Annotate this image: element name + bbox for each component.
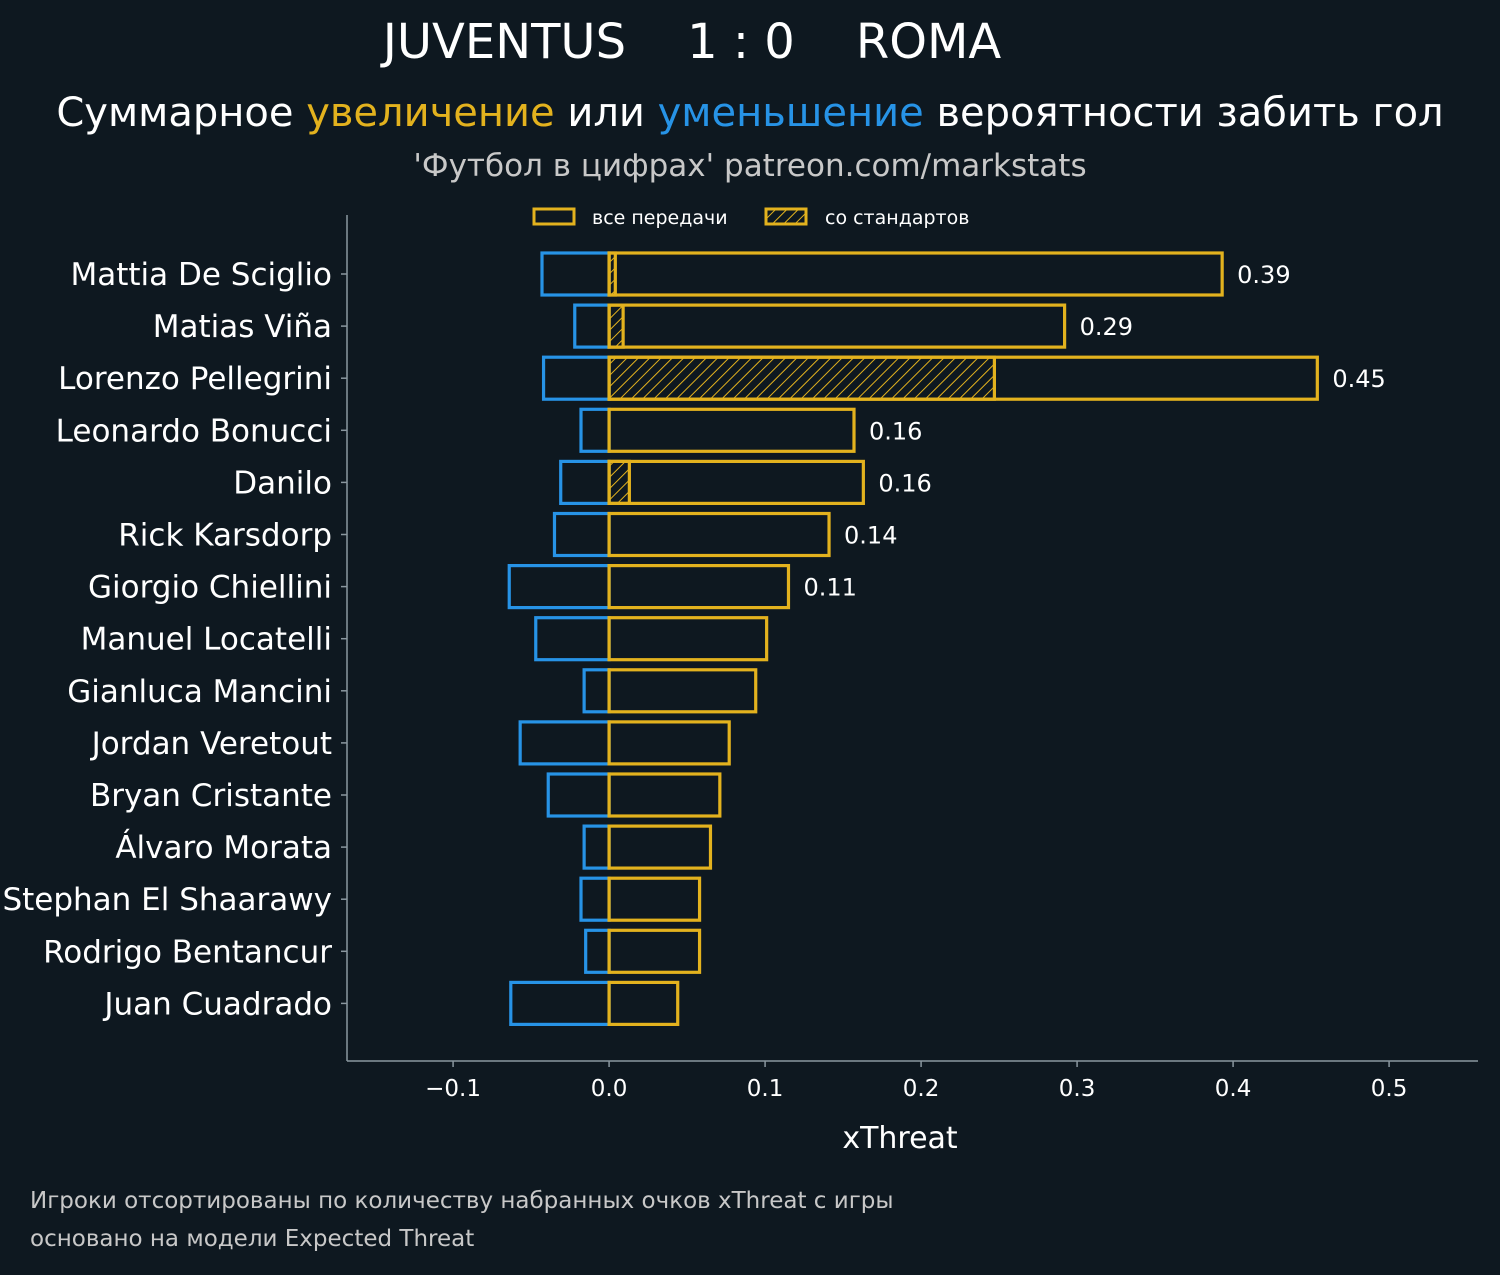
bar-decrease: [579, 876, 611, 922]
legend: все передачи со стандартов: [532, 207, 969, 229]
bar-increase: [607, 407, 856, 453]
bar-increase: [607, 772, 722, 818]
y-tick-label: Rodrigo Bentancur: [43, 934, 332, 970]
subtitle-decrease: уменьшение: [657, 90, 924, 136]
chart-title: JUVENTUS 1 : 0 ROMA: [382, 14, 1002, 70]
legend-label-all-passes: все передачи: [592, 207, 728, 229]
bar-value-label: 0.29: [1080, 313, 1133, 341]
bar-increase: [607, 980, 680, 1027]
bar-value-label: 0.45: [1332, 365, 1385, 393]
y-tick-label: Matias Viña: [153, 309, 332, 345]
bar-decrease: [559, 459, 611, 505]
bar-decrease: [573, 303, 611, 349]
bar-value-label: 0.16: [869, 417, 922, 445]
subtitle-part1: Суммарное: [56, 90, 307, 136]
bar-set-pieces: [607, 303, 625, 349]
bar-increase: [607, 876, 702, 922]
bar-increase: [607, 459, 865, 505]
x-axis-label: xThreat: [842, 1121, 958, 1156]
bar-increase: [607, 251, 1224, 297]
y-tick-label: Giorgio Chiellini: [88, 570, 332, 606]
y-tick-label: Jordan Veretout: [90, 726, 332, 762]
bar-decrease: [552, 511, 611, 558]
y-tick-label: Bryan Cristante: [90, 778, 332, 814]
bar-decrease: [509, 980, 611, 1027]
bar-decrease: [582, 824, 611, 870]
bar-decrease: [582, 668, 611, 714]
bar-set-pieces: [607, 355, 997, 401]
bar-increase: [607, 303, 1067, 349]
bar-increase: [607, 616, 769, 662]
x-tick-label: 0.3: [1059, 1076, 1096, 1102]
chart-subtitle: Суммарное увеличение или уменьшение веро…: [0, 90, 1500, 136]
x-tick-label: 0.0: [591, 1076, 628, 1102]
legend-swatch-all-passes: [532, 207, 576, 226]
bar-increase: [607, 720, 731, 766]
bar-increase: [607, 355, 1319, 401]
bar-decrease: [541, 355, 611, 401]
footer-note-1: Игроки отсортированы по количеству набра…: [30, 1188, 894, 1214]
legend-label-set-pieces: со стандартов: [825, 207, 969, 229]
bar-decrease: [546, 772, 611, 818]
bar-decrease: [507, 563, 611, 610]
bar-value-label: 0.16: [878, 469, 931, 497]
x-tick-label: −0.1: [425, 1076, 481, 1102]
bar-value-label: 0.14: [844, 522, 897, 550]
subtitle-part2: или: [554, 90, 658, 136]
x-tick-label: 0.2: [903, 1076, 940, 1102]
legend-swatch-set-pieces: [764, 207, 808, 226]
y-tick-label: Stephan El Shaarawy: [2, 882, 332, 918]
subtitle-part3: вероятности забить гол: [923, 90, 1444, 136]
bar-value-label: 0.11: [803, 574, 856, 602]
y-tick-label: Lorenzo Pellegrini: [58, 361, 332, 397]
y-tick-label: Manuel Locatelli: [81, 622, 332, 658]
x-tick-label: 0.4: [1215, 1076, 1252, 1102]
y-tick-label: Mattia De Sciglio: [70, 257, 332, 293]
x-tick-label: 0.5: [1371, 1076, 1408, 1102]
footer-note-2: основано на модели Expected Threat: [30, 1226, 475, 1252]
x-tick-label: 0.1: [747, 1076, 784, 1102]
y-tick-label: Rick Karsdorp: [118, 518, 332, 554]
source-credit: 'Футбол в цифрах' patreon.com/markstats: [413, 148, 1087, 184]
bar-decrease: [534, 616, 611, 662]
bar-increase: [607, 824, 713, 870]
bar-increase: [607, 668, 758, 714]
bar-decrease: [518, 720, 611, 766]
y-tick-label: Álvaro Morata: [115, 830, 332, 866]
bar-set-pieces: [607, 459, 631, 505]
bar-increase: [607, 511, 831, 558]
y-tick-label: Juan Cuadrado: [102, 986, 332, 1022]
bar-decrease: [584, 928, 611, 974]
y-tick-label: Leonardo Bonucci: [56, 413, 332, 449]
bar-increase: [607, 563, 791, 610]
y-tick-label: Danilo: [233, 465, 332, 501]
bar-value-label: 0.39: [1237, 261, 1290, 289]
bar-decrease: [579, 407, 611, 453]
subtitle-increase: увеличение: [306, 90, 555, 136]
bar-increase: [607, 928, 702, 974]
y-tick-label: Gianluca Mancini: [67, 674, 332, 710]
bar-decrease: [540, 251, 611, 297]
